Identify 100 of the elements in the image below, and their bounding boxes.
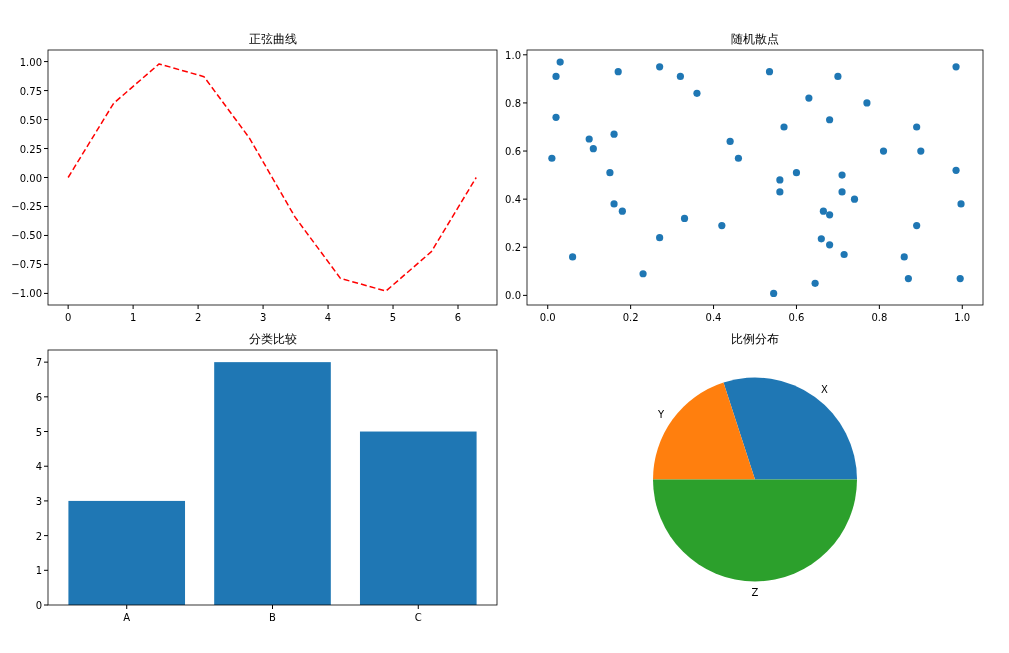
point <box>838 188 846 196</box>
point <box>639 270 647 278</box>
x-tick-label: 0.8 <box>871 312 888 323</box>
point <box>718 222 726 230</box>
slice-label: Z <box>751 586 759 598</box>
x-tick-label: 0.0 <box>539 312 556 323</box>
y-tick-label: 0.6 <box>505 146 521 158</box>
y-tick-label: 1 <box>35 565 42 577</box>
y-tick-label: −0.75 <box>11 259 42 271</box>
y-tick-label: 7 <box>35 357 42 369</box>
point <box>956 274 964 283</box>
point <box>952 166 960 174</box>
y-tick-label: 0.25 <box>19 143 42 155</box>
y-tick-label: 0.0 <box>505 290 521 302</box>
point <box>904 274 912 283</box>
point <box>792 169 801 177</box>
point <box>838 171 846 179</box>
point <box>770 289 778 298</box>
point <box>863 99 871 107</box>
point <box>548 154 556 162</box>
point <box>569 253 577 261</box>
y-tick-label: 0.75 <box>19 85 42 97</box>
point <box>552 113 560 121</box>
x-tick-label: 0.6 <box>788 312 805 323</box>
point <box>840 250 848 259</box>
line-series <box>67 63 477 292</box>
x-tick-label: 0.2 <box>622 312 639 323</box>
y-tick-label: 3 <box>35 495 42 507</box>
y-tick-label: 0.8 <box>505 97 521 109</box>
point <box>614 68 622 76</box>
x-tick-label: 1 <box>129 312 137 323</box>
pie-slice <box>653 479 857 582</box>
point <box>618 207 626 215</box>
point <box>726 137 734 146</box>
point <box>850 195 859 203</box>
x-tick-label: 3 <box>259 312 267 323</box>
x-tick-label: 4 <box>324 312 332 323</box>
point <box>900 253 908 261</box>
x-tick-label: 5 <box>389 312 397 323</box>
point <box>676 72 684 81</box>
point <box>826 241 834 249</box>
y-tick-label: 1.00 <box>19 56 42 68</box>
bar <box>68 500 186 605</box>
chart-title: 随机散点 <box>731 32 779 46</box>
point <box>913 123 921 131</box>
point <box>826 211 834 219</box>
point <box>819 207 827 215</box>
x-tick-label: 0 <box>64 312 72 323</box>
x-tick-label: B <box>269 612 277 623</box>
slice-label: Y <box>657 408 666 420</box>
point <box>552 72 560 81</box>
point <box>734 154 743 162</box>
bar <box>214 362 331 605</box>
point <box>765 68 774 76</box>
chart-title: 比例分布 <box>731 332 779 346</box>
point <box>656 63 664 71</box>
pie-slice <box>653 382 755 480</box>
point <box>834 72 842 81</box>
point <box>776 176 784 184</box>
point <box>811 279 819 287</box>
point <box>656 234 664 242</box>
y-tick-label: −1.00 <box>11 288 42 300</box>
point <box>780 123 788 131</box>
y-tick-label: −0.25 <box>11 201 42 213</box>
point <box>585 135 593 143</box>
bar <box>359 431 477 605</box>
point <box>776 188 784 196</box>
y-tick-label: 0.4 <box>505 194 521 206</box>
slice-label: X <box>820 383 828 395</box>
point <box>952 63 960 71</box>
chart-title: 分类比较 <box>248 332 297 346</box>
point <box>610 130 618 138</box>
x-tick-label: 1.0 <box>954 312 971 323</box>
point <box>589 145 597 153</box>
point <box>957 200 965 208</box>
y-tick-label: 2 <box>35 530 42 542</box>
y-tick-label: 4 <box>35 461 42 473</box>
point <box>917 147 925 155</box>
point <box>913 222 921 230</box>
point <box>610 200 618 208</box>
point <box>693 89 701 97</box>
point <box>680 214 689 222</box>
x-tick-label: C <box>414 612 422 623</box>
y-tick-label: 0.00 <box>19 172 42 184</box>
y-tick-label: 5 <box>35 426 42 438</box>
point <box>826 116 834 124</box>
x-tick-label: 2 <box>194 312 202 323</box>
y-tick-label: 6 <box>35 391 42 403</box>
point <box>805 94 813 102</box>
point <box>817 235 825 243</box>
y-tick-label: −0.50 <box>11 230 42 242</box>
y-tick-label: 0 <box>35 600 42 611</box>
chart-title: 正弦曲线 <box>248 32 297 46</box>
y-tick-label: 0.50 <box>19 114 42 126</box>
point <box>879 147 888 155</box>
point <box>556 58 564 66</box>
y-tick-label: 0.2 <box>505 242 521 254</box>
point <box>606 169 614 177</box>
x-tick-label: 6 <box>454 312 462 323</box>
pie-slice <box>723 377 857 480</box>
